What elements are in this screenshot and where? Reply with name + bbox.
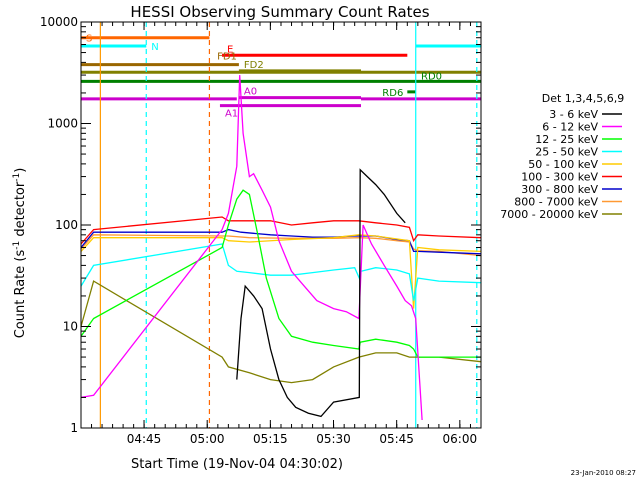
flag-label: S <box>86 34 92 45</box>
legend-entry: 3 - 6 keV <box>549 108 598 121</box>
series-line <box>80 75 423 421</box>
series-line <box>80 189 481 358</box>
axes: 04:45 05:00 05:15 05:30 05:45 06:00 1 10 100 1000… <box>40 15 482 446</box>
y-tick-label: 1 <box>70 421 78 435</box>
y-tick-label: 10000 <box>40 15 78 29</box>
legend-title: Det 1,3,4,5,6,9 <box>542 92 625 105</box>
y-tick-label: 10 <box>63 320 78 334</box>
x-tick-label: 06:00 <box>443 432 478 446</box>
y-label-superscript: -1 <box>12 241 22 250</box>
legend-entry: 12 - 25 keV <box>535 133 598 146</box>
legend-entry: 6 - 12 keV <box>542 121 598 134</box>
series-line <box>80 243 482 301</box>
flag-label: FD2 <box>244 60 264 71</box>
series-line <box>80 280 482 384</box>
flag-label: RD6 <box>382 88 403 99</box>
chart-title: HESSI Observing Summary Count Rates <box>130 3 429 21</box>
y-label-part: detector <box>13 181 28 241</box>
x-axis-label: Start Time (19-Nov-04 04:30:02) <box>131 457 343 472</box>
legend-entry: 100 - 300 keV <box>521 171 598 184</box>
y-label-part: ) <box>13 168 28 173</box>
series-line <box>236 168 406 418</box>
flag-label: FD1 <box>217 52 237 63</box>
x-tick-label: 05:00 <box>190 432 225 446</box>
y-tick-label: 1000 <box>47 117 78 131</box>
x-tick-label: 05:15 <box>253 432 288 446</box>
flag-label: A0 <box>244 87 257 98</box>
footer-timestamp: 23-Jan-2010 08:27 <box>571 469 636 477</box>
legend-entry: 800 - 7000 keV <box>514 196 598 209</box>
flag-label: E <box>227 44 233 55</box>
flag-label: RD0 <box>421 71 442 82</box>
legend-entry: 7000 - 20000 keV <box>500 208 598 221</box>
flag-label: A1 <box>225 109 238 120</box>
legend-entry: 300 - 800 keV <box>521 183 598 196</box>
y-axis-label: Count Rate (s-1 detector-1) <box>12 168 28 339</box>
x-tick-label: 05:30 <box>316 432 351 446</box>
x-tick-label: 04:45 <box>127 432 162 446</box>
series-line <box>80 234 482 309</box>
y-label-superscript: -1 <box>12 173 22 182</box>
series-line <box>80 234 482 257</box>
legend-entry: 25 - 50 keV <box>535 146 598 159</box>
series-lines <box>80 75 482 421</box>
y-tick-label: 100 <box>55 218 78 232</box>
y-label-part: Count Rate (s <box>13 250 28 339</box>
legend-entry: 50 - 100 keV <box>528 158 598 171</box>
x-tick-label: 05:45 <box>379 432 414 446</box>
flag-label: N <box>151 42 158 53</box>
